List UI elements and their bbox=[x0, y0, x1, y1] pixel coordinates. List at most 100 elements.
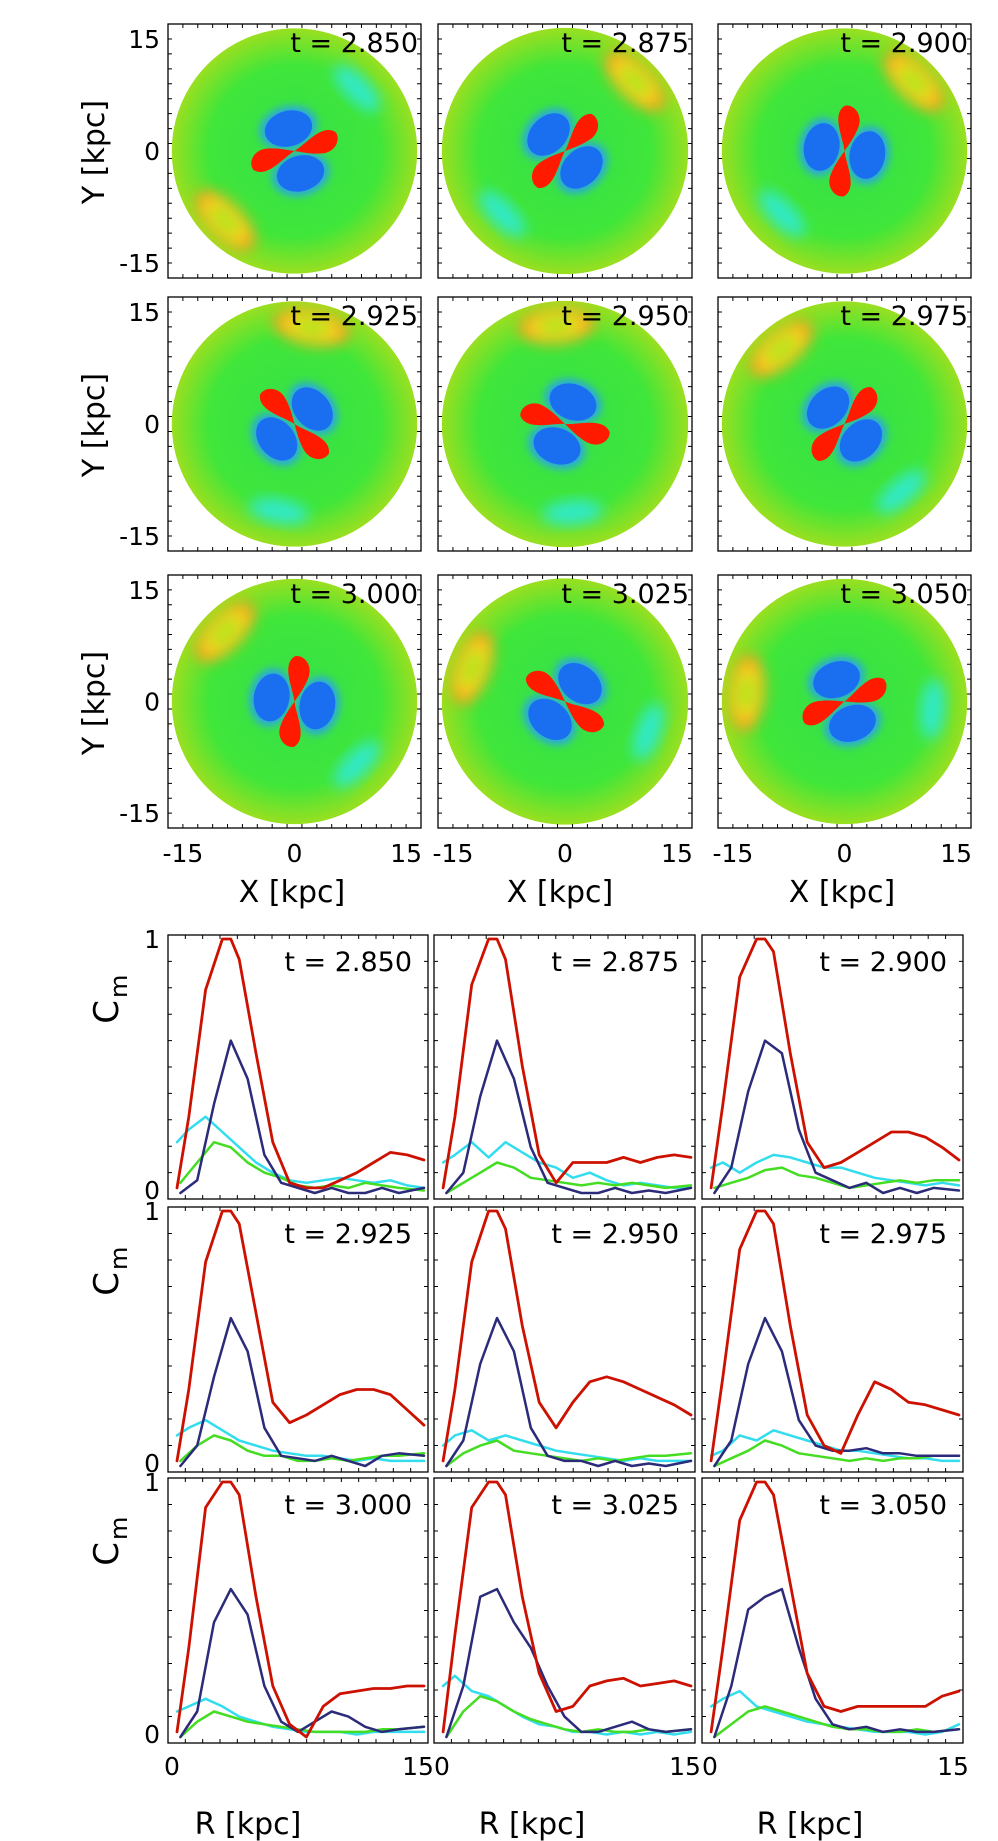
maps-row1-ylabel: Y [kpc] bbox=[77, 100, 112, 205]
maps-row2-ylabel: Y [kpc] bbox=[77, 373, 112, 478]
profiles-row3-ylabel: C m bbox=[87, 1517, 133, 1566]
y-tick-label: -15 bbox=[119, 249, 160, 278]
x-tick-label: 0 bbox=[434, 1752, 450, 1781]
positive-lobe bbox=[829, 151, 851, 197]
positive-lobe bbox=[520, 403, 565, 426]
profiles-ylabel-main: C bbox=[87, 1542, 127, 1566]
bar-pattern bbox=[523, 658, 607, 745]
positive-lobe bbox=[288, 656, 310, 702]
y-tick-label: 0 bbox=[144, 1449, 160, 1478]
time-label: t = 3.050 bbox=[819, 1490, 947, 1521]
maps-col2-xlabel: X [kpc] bbox=[507, 875, 613, 910]
profile-panel: t = 2.950 bbox=[433, 1206, 696, 1473]
positive-lobe bbox=[294, 130, 338, 154]
series-line-red bbox=[441, 937, 693, 1190]
disc-image bbox=[171, 28, 418, 274]
minor-ticks bbox=[168, 1207, 428, 1472]
y-tick-label: 15 bbox=[128, 25, 160, 54]
y-tick-label: -15 bbox=[119, 799, 160, 828]
outer-arm-feature bbox=[451, 631, 494, 705]
x-tick-label: 0 bbox=[557, 839, 573, 868]
time-label: t = 2.850 bbox=[290, 28, 418, 59]
outer-cyan-feature bbox=[759, 190, 805, 237]
profiles-col3-xlabel: R [kpc] bbox=[757, 1807, 864, 1841]
time-label: t = 2.875 bbox=[551, 947, 679, 978]
positive-lobe bbox=[565, 422, 610, 445]
positive-lobe bbox=[565, 113, 599, 151]
minor-ticks bbox=[702, 1478, 963, 1743]
disc-image bbox=[721, 28, 968, 274]
x-tick-label: 0 bbox=[287, 839, 303, 868]
bar-pattern bbox=[799, 105, 890, 197]
series-line-red bbox=[709, 1480, 961, 1734]
negative-lobe bbox=[276, 155, 325, 192]
series-line-cyan bbox=[709, 1153, 961, 1187]
y-tick-label: -15 bbox=[119, 522, 160, 551]
series-line-red bbox=[709, 1209, 961, 1463]
profile-lines bbox=[709, 937, 961, 1195]
negative-lobe bbox=[299, 681, 336, 730]
map-frame bbox=[437, 296, 693, 552]
x-tick-label: 15 bbox=[937, 1752, 969, 1781]
profile-lines bbox=[441, 1480, 693, 1739]
profile-panel: t = 2.900 bbox=[701, 934, 964, 1200]
series-line-red bbox=[441, 1480, 693, 1734]
series-line-navy bbox=[713, 1039, 961, 1195]
y-tick-label: 0 bbox=[144, 688, 160, 717]
profile-lines bbox=[175, 1480, 426, 1739]
minor-ticks bbox=[168, 24, 421, 278]
positive-lobe bbox=[811, 424, 845, 461]
bar-pattern bbox=[522, 108, 608, 194]
negative-lobe bbox=[264, 110, 313, 147]
map-frame bbox=[717, 296, 972, 552]
profile-lines bbox=[441, 1209, 693, 1468]
outer-cyan-feature bbox=[479, 190, 526, 237]
time-label: t = 2.900 bbox=[819, 947, 947, 978]
minor-ticks bbox=[718, 297, 971, 551]
profile-lines bbox=[175, 1209, 426, 1468]
outer-cyan-feature bbox=[334, 741, 380, 787]
minor-ticks bbox=[168, 297, 421, 551]
positive-lobe bbox=[251, 148, 295, 172]
negative-lobe bbox=[549, 383, 597, 421]
x-tick-label: -15 bbox=[162, 839, 203, 868]
profile-panel: 0 15 t = 3.025 bbox=[433, 1477, 701, 1781]
time-label: t = 3.000 bbox=[284, 1490, 412, 1521]
minor-ticks bbox=[702, 935, 963, 1199]
profiles-ylabel-subscript: m bbox=[105, 975, 133, 998]
series-line-navy bbox=[179, 1587, 426, 1739]
outer-arm-blob bbox=[460, 648, 484, 687]
x-tick-label: 0 bbox=[837, 839, 853, 868]
negative-lobe bbox=[527, 113, 570, 156]
series-line-red bbox=[175, 1480, 426, 1739]
positive-lobe bbox=[525, 670, 565, 702]
outer-arm-feature bbox=[728, 655, 765, 731]
y-tick-label: 1 bbox=[144, 1197, 160, 1226]
positive-lobe bbox=[844, 387, 878, 424]
maps-row3-ylabel: Y [kpc] bbox=[77, 651, 112, 756]
positive-lobe bbox=[844, 677, 887, 703]
series-line-green bbox=[713, 1439, 961, 1468]
outer-arm-blob bbox=[209, 616, 241, 648]
disc-image bbox=[441, 27, 689, 275]
time-label: t = 2.850 bbox=[284, 947, 412, 978]
y-tick-label: 0 bbox=[144, 410, 160, 439]
negative-lobe bbox=[253, 673, 290, 722]
outer-arm-blob bbox=[736, 672, 757, 713]
outer-arm-blob bbox=[898, 65, 930, 98]
minor-ticks bbox=[438, 24, 692, 278]
minor-ticks bbox=[168, 935, 428, 1199]
map-frame bbox=[717, 574, 972, 829]
disc-image bbox=[721, 301, 968, 547]
time-label: t = 2.875 bbox=[561, 28, 689, 59]
series-line-green bbox=[179, 1434, 426, 1463]
y-tick-label: 15 bbox=[128, 298, 160, 327]
outer-arm-blob bbox=[291, 316, 332, 338]
y-tick-label: 1 bbox=[144, 1468, 160, 1497]
x-tick-label: -15 bbox=[433, 839, 474, 868]
map-panel: t = 2.950 bbox=[437, 296, 693, 552]
positive-lobe bbox=[531, 151, 565, 189]
maps-col1-xlabel: X [kpc] bbox=[239, 875, 345, 910]
map-panel: t = 2.875 bbox=[437, 23, 693, 279]
disc-image bbox=[441, 300, 689, 548]
